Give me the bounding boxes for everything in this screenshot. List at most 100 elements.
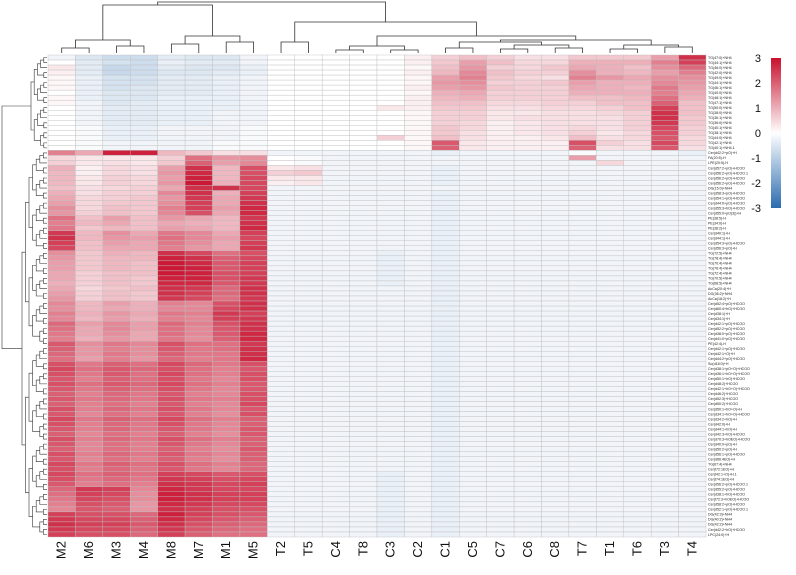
heatmap-cell [541,521,570,528]
heatmap-cell [184,99,213,106]
heatmap-cell [541,165,570,171]
heatmap-cell [568,260,597,267]
heatmap-cell [75,411,104,417]
heatmap-cell [102,255,131,262]
heatmap-cell [349,195,378,201]
heatmap-cell [75,335,104,342]
heatmap-cell [596,240,624,246]
heatmap-cell [623,476,652,482]
heatmap-cell [267,416,295,422]
heatmap-cell [650,160,679,166]
heatmap-cell [321,371,350,377]
heatmap-cell [267,361,295,367]
heatmap-cell [157,295,186,302]
heatmap-cell [486,406,515,412]
heatmap-cell [623,235,652,241]
heatmap-cell [130,230,158,236]
row-label: Cer(d36:1+hO+O)+HCOO [708,372,750,376]
heatmap-cell [541,486,570,493]
heatmap-cell [541,130,570,136]
heatmap-cell [294,245,323,252]
heatmap-cell [650,79,679,86]
dendrogram-link [43,242,47,249]
heatmap-cell [130,431,158,437]
heatmap-cell [404,526,433,533]
heatmap-cell [376,225,405,231]
heatmap-cell [431,110,460,116]
heatmap-cell [294,225,323,231]
heatmap-cell [404,59,433,66]
heatmap-cell [623,516,652,523]
heatmap-cell [184,481,213,487]
heatmap-cell [623,300,652,307]
heatmap-cell [212,300,241,307]
dendrogram-link [43,529,47,535]
heatmap-cell [376,145,405,151]
heatmap-cell [486,94,515,101]
heatmap-cell [157,255,186,262]
row-label: Cer(d42:1+hO+O)+HCOO [708,387,750,391]
heatmap-cell [596,74,624,81]
heatmap-cell [568,406,597,412]
heatmap-cell [184,335,213,342]
heatmap-cell [678,396,707,402]
heatmap-cell [541,235,570,241]
dendrogram-link [32,264,37,291]
heatmap-cell [513,351,542,357]
heatmap-cell [321,386,350,392]
heatmap-cell [157,290,186,297]
heatmap-cell [486,180,515,186]
heatmap-cell [130,125,158,131]
heatmap-cell [459,74,487,81]
heatmap-cell [157,180,186,186]
heatmap-cell [47,446,76,452]
heatmap-cell [404,125,433,131]
heatmap-cell [596,230,624,236]
heatmap-cell [349,190,378,196]
heatmap-cell [239,471,268,477]
heatmap-cell [376,74,405,81]
heatmap-cell [102,89,131,96]
heatmap-cell [294,79,323,86]
heatmap-cell [404,391,433,397]
heatmap-cell [75,205,104,211]
heatmap-cell [623,451,652,457]
heatmap-cell [459,351,487,357]
heatmap-cell [294,140,323,146]
heatmap-cell [75,371,104,377]
heatmap-cell [404,135,433,141]
row-label: Cer(d57:2+pO)+HCOO [708,166,745,170]
dendrogram-link [43,192,47,199]
heatmap-cell [157,270,186,277]
heatmap-cell [47,436,76,442]
heatmap-cell [321,190,350,196]
heatmap-cell [404,145,433,151]
dendrogram-link [43,107,47,114]
heatmap-cell [431,265,460,272]
heatmap-cell [267,120,295,126]
heatmap-cell [294,381,323,387]
row-label: Cer(d42:3+hO)+HCOO [708,432,745,436]
row-label: Cer(d52:3)+HCOO [708,397,738,401]
heatmap-cell [267,506,295,513]
heatmap-cell [75,125,104,131]
heatmap-cell [102,135,131,141]
heatmap-cell [294,471,323,477]
heatmap-cell [75,79,104,86]
heatmap-cell [157,140,186,146]
heatmap-cell [47,215,76,221]
heatmap-cell [267,99,295,106]
heatmap-cell [431,431,460,437]
heatmap-cell [459,195,487,201]
heatmap-cell [47,396,76,402]
heatmap-cell [184,401,213,407]
heatmap-cell [267,135,295,141]
heatmap-cell [376,361,405,367]
heatmap-cell [404,275,433,282]
heatmap-cell [349,270,378,277]
heatmap-cell [568,340,597,347]
heatmap-cell [678,145,707,151]
heatmap-cell [157,441,186,447]
heatmap-cell [294,496,323,503]
heatmap-cell [376,180,405,186]
